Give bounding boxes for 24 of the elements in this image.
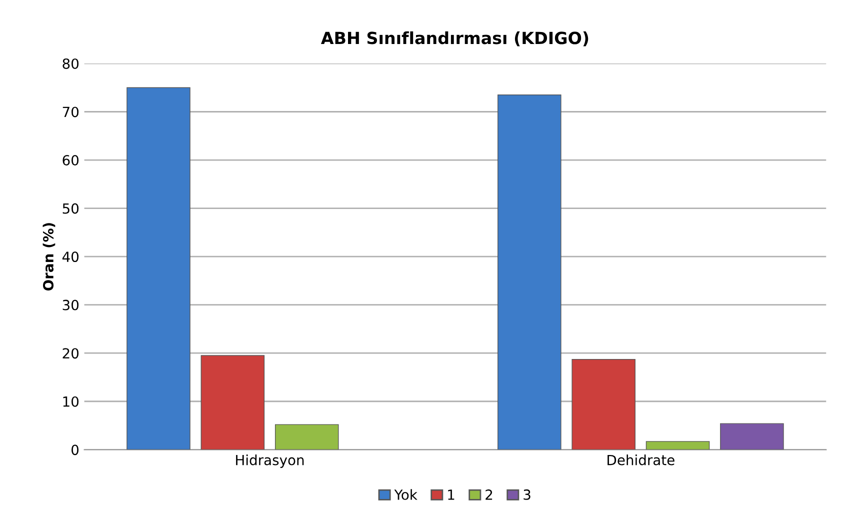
legend-label: 2 [486,489,492,500]
y-axis-title: Oran (%) [42,223,56,291]
y-tick-label: 40 [62,252,79,262]
bar [200,355,265,450]
y-tick-label: 60 [62,154,79,166]
y-tick-label: 50 [62,203,79,214]
y-tick-label: 0 [72,444,79,456]
x-tick-label: Hidrasyon [236,454,304,468]
y-tick-label: 70 [62,106,79,118]
y-tick-label: 20 [62,348,79,359]
bar [498,94,562,450]
bar [646,441,710,450]
bar [720,423,784,450]
y-tick-label: 10 [63,396,79,407]
legend-label: 3 [524,489,530,500]
x-tick-label: Dehidrate [608,454,674,466]
y-tick-label: 80 [62,58,79,69]
legend-label: 1 [448,490,454,500]
bar [126,87,190,450]
y-tick-label: 30 [62,300,79,310]
legend-label: Yok [394,489,418,500]
bar [274,424,339,450]
chart-title: ABH Sınıflandırması (KDIGO) [320,31,588,46]
bar [572,359,636,450]
